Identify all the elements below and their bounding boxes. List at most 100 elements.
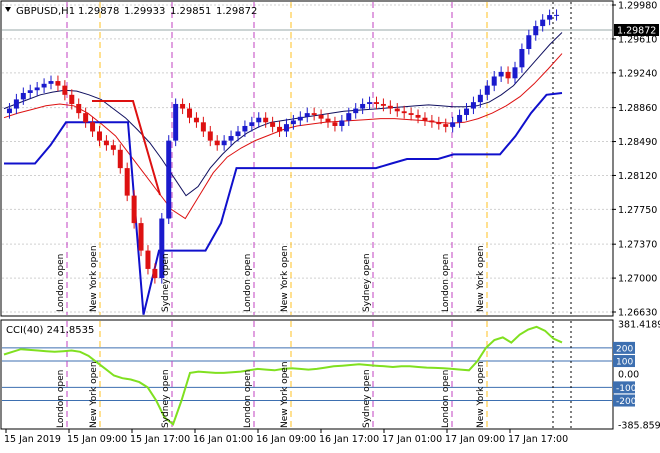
candle-bear [55,81,61,86]
price-axis[interactable]: 1.29980 1.29610 1.29240 1.28860 1.28490 1.281… [612,1,657,319]
candle-bear [83,113,89,123]
candle-bull [484,85,490,95]
candle-bear [103,140,109,146]
candle-bull [13,99,19,109]
time-tick-label: 15 Jan 17:00 [130,434,190,445]
candle-bear [200,122,206,132]
candle-bull [256,117,262,123]
candle-bear [387,105,393,109]
session-label: New York open [280,361,290,428]
candle-bull [228,136,234,141]
candle-bear [117,149,123,169]
price-tick-label: 1.27370 [618,240,657,251]
chevron-down-icon[interactable] [5,7,11,12]
price-tick-label: 1.28120 [618,171,657,182]
candle-bull [339,120,345,126]
cci-lines [3,325,563,426]
cci-level-badge [613,394,635,407]
candle-bear [270,122,276,127]
candle-bull [346,113,352,121]
candle-bear [408,113,414,115]
candle-bull [159,218,165,279]
candle-bear [145,250,151,269]
main-price-panel[interactable] [0,0,614,317]
cci-level-badge [613,381,635,394]
candle-bull [464,108,470,115]
candle-bear [180,103,186,109]
time-tick-label: 16 Jan 01:00 [193,434,253,445]
time-tick-label: 16 Jan 17:00 [319,434,379,445]
session-label: Sydney open [362,369,372,428]
candle-bull [221,140,227,146]
price-tick-label: 1.26630 [618,308,657,319]
symbol-header: GBPUSD,H1 1.29878 1.29933 1.29851 1.2987… [5,6,257,17]
candle-bull [27,90,33,93]
price-tick-label: 1.27000 [618,274,657,285]
cci-tick-label: 200 [616,344,633,354]
session-label: London open [441,370,451,428]
time-tick-label: 17 Jan 01:00 [382,434,442,445]
candle-bull [450,122,456,127]
session-label: London open [56,254,66,312]
ma-fast-line [3,32,563,197]
candle-bull [540,19,546,27]
candle-bear [394,108,400,112]
trailing-stop-short-line [92,100,161,196]
candle-bear [415,114,421,118]
session-label: Sydney open [161,369,171,428]
candle-bull [526,35,532,49]
candle-bull [498,71,504,77]
trailing-stop-line [4,92,563,315]
current-price-marker: 1.29872 [614,24,659,37]
cci-level-badge [613,355,635,368]
ohlc-low: 1.29851 [170,6,211,17]
ohlc-close: 1.29872 [216,6,257,17]
cci-axis[interactable]: 381.4189 200 100 0.00 -100 -200 -385.8597 [613,320,660,432]
cci-panel[interactable] [0,319,614,430]
price-tick-label: 1.29240 [618,68,657,79]
time-axis[interactable]: 15 Jan 2019 15 Jan 09:00 15 Jan 17:00 16 Ja… [4,429,568,445]
candle-bull [360,103,366,109]
candle-bear [152,268,158,279]
candle-bear [90,122,96,132]
ohlc-high: 1.29933 [124,6,165,17]
session-lines [2,2,612,428]
candle-bull [547,15,553,20]
candle-bull [166,140,172,219]
candle-bull [283,124,289,132]
cci-line [3,325,563,426]
session-label: Sydney open [362,253,372,312]
time-tick-label: 17 Jan 17:00 [508,434,568,445]
candle-bull [512,67,518,79]
cci-tick-label: -385.8597 [618,421,660,432]
candle-bull [477,94,483,103]
cci-title: CCI(40) 241.8535 [6,325,94,336]
candle-bear [76,103,82,114]
candle-bull [519,48,525,68]
candle-bear [69,94,75,104]
current-price-label: 1.29872 [617,26,656,37]
candle-bull [290,120,296,125]
candle-bull [20,92,26,100]
session-label: New York open [476,245,486,312]
session-label: London open [441,254,451,312]
ohlc-open: 1.29878 [78,6,119,17]
cci-level-badge [613,341,635,354]
candle-bear [332,122,338,126]
price-tick-label: 1.28490 [618,137,657,148]
cci-tick-label: 0.00 [618,370,639,381]
candle-bear [62,85,68,95]
candle-bear [325,118,331,123]
session-label: New York open [89,361,99,428]
candle-bull [249,122,255,126]
cci-tick-label: -200 [616,397,637,407]
session-label: Sydney open [161,253,171,312]
candle-bear [124,168,130,196]
price-tick-label: 1.28860 [618,103,657,114]
session-label: London open [56,370,66,428]
candle-bear [380,103,386,106]
candle-bull [242,125,248,132]
price-tick-label: 1.27750 [618,205,657,216]
